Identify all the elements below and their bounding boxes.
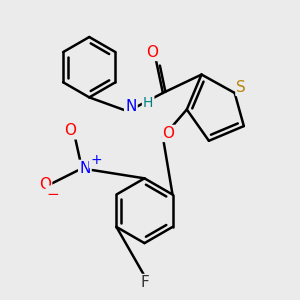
- Text: H: H: [143, 96, 153, 110]
- Text: N: N: [125, 99, 136, 114]
- Text: −: −: [47, 187, 60, 202]
- Text: O: O: [146, 45, 158, 60]
- Text: +: +: [90, 153, 102, 167]
- Text: O: O: [39, 178, 51, 193]
- Text: N: N: [79, 161, 91, 176]
- Text: O: O: [64, 123, 76, 138]
- Text: O: O: [162, 126, 174, 141]
- Text: F: F: [140, 275, 149, 290]
- Text: S: S: [236, 80, 246, 95]
